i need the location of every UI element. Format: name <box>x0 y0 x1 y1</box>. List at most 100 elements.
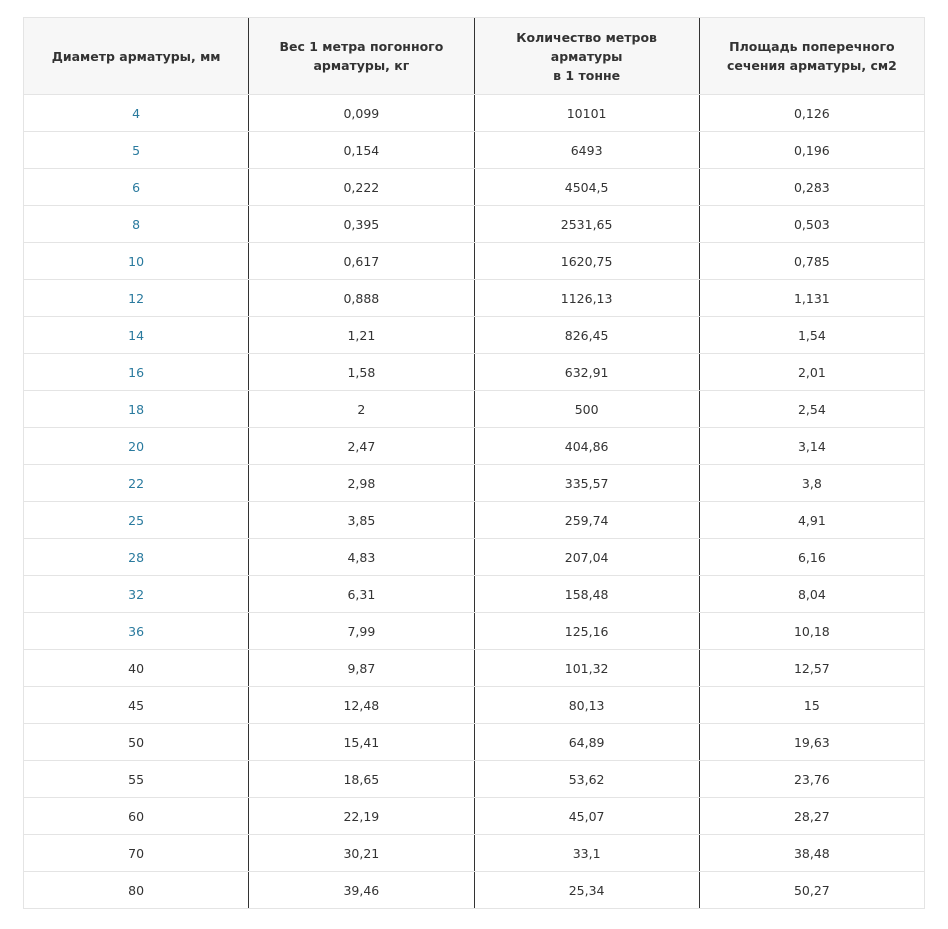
cell-a: 23,76 <box>698 760 926 798</box>
header-text: арматуры, кг <box>313 58 410 73</box>
cell-w: 0,888 <box>248 279 474 317</box>
diameter-link[interactable]: 6 <box>132 179 141 195</box>
cell-w: 1,58 <box>248 353 474 391</box>
column-header: Диаметр арматуры, мм <box>22 17 249 95</box>
diameter-link[interactable]: 16 <box>128 364 145 380</box>
cell-a: 19,63 <box>698 723 926 761</box>
cell-m: 1126,13 <box>473 279 700 317</box>
cell-d: 50 <box>22 723 249 761</box>
cell-w: 0,222 <box>248 168 474 206</box>
cell-d: 32 <box>22 575 249 613</box>
cell-d: 28 <box>22 538 249 576</box>
cell-m: 632,91 <box>473 353 700 391</box>
cell-d: 55 <box>22 760 249 798</box>
cell-d: 10 <box>22 242 249 280</box>
cell-m: 207,04 <box>473 538 700 576</box>
table-row: 40 9,87 101,32 12,57 <box>22 649 926 687</box>
diameter-link[interactable]: 4 <box>132 105 141 121</box>
cell-d: 14 <box>22 316 249 354</box>
cell-w: 2,47 <box>248 427 474 465</box>
diameter-link[interactable]: 14 <box>128 327 145 343</box>
cell-d: 8 <box>22 205 249 243</box>
header-text: арматуры <box>550 48 623 64</box>
cell-m: 158,48 <box>473 575 700 613</box>
cell-d: 22 <box>22 464 249 502</box>
table-row: 16 1,58 632,91 2,01 <box>22 353 926 391</box>
cell-w: 4,83 <box>248 538 474 576</box>
cell-m: 826,45 <box>473 316 700 354</box>
diameter-link[interactable]: 25 <box>128 512 145 528</box>
table-row: 20 2,47 404,86 3,14 <box>22 427 926 465</box>
table-row: 70 30,21 33,1 38,48 <box>22 834 926 872</box>
cell-a: 1,131 <box>698 279 926 317</box>
table-row: 14 1,21 826,45 1,54 <box>22 316 926 354</box>
cell-m: 101,32 <box>473 649 700 687</box>
cell-a: 2,01 <box>698 353 926 391</box>
cell-w: 18,65 <box>248 760 474 798</box>
header-text: Вес 1 метра погонного <box>279 39 444 54</box>
cell-m: 53,62 <box>473 760 700 798</box>
cell-d: 12 <box>22 279 249 317</box>
diameter-link[interactable]: 32 <box>128 586 145 602</box>
cell-w: 12,48 <box>248 686 474 724</box>
cell-a: 3,14 <box>698 427 926 465</box>
cell-w: 0,154 <box>248 131 474 169</box>
cell-d: 20 <box>22 427 249 465</box>
cell-m: 45,07 <box>473 797 700 835</box>
cell-w: 0,099 <box>248 94 474 132</box>
table-row: 4 0,099 10101 0,126 <box>22 94 926 132</box>
cell-w: 7,99 <box>248 612 474 650</box>
cell-d: 25 <box>22 501 249 539</box>
cell-d: 36 <box>22 612 249 650</box>
cell-m: 25,34 <box>473 871 700 909</box>
cell-d: 18 <box>22 390 249 428</box>
cell-w: 9,87 <box>248 649 474 687</box>
diameter-link[interactable]: 5 <box>132 142 141 158</box>
diameter-link[interactable]: 28 <box>128 549 145 565</box>
header-text: в 1 тонне <box>553 67 621 83</box>
table-row: 50 15,41 64,89 19,63 <box>22 723 926 761</box>
cell-a: 0,126 <box>698 94 926 132</box>
cell-d: 60 <box>22 797 249 835</box>
diameter-link[interactable]: 20 <box>128 438 145 454</box>
cell-m: 33,1 <box>473 834 700 872</box>
cell-m: 64,89 <box>473 723 700 761</box>
table-row: 10 0,617 1620,75 0,785 <box>22 242 926 280</box>
cell-a: 1,54 <box>698 316 926 354</box>
cell-m: 1620,75 <box>473 242 700 280</box>
cell-w: 3,85 <box>248 501 474 539</box>
cell-d: 70 <box>22 834 249 872</box>
cell-a: 15 <box>698 686 926 724</box>
cell-w: 2,98 <box>248 464 474 502</box>
cell-m: 404,86 <box>473 427 700 465</box>
cell-m: 4504,5 <box>473 168 700 206</box>
diameter-link[interactable]: 8 <box>132 216 141 232</box>
cell-a: 38,48 <box>698 834 926 872</box>
cell-w: 1,21 <box>248 316 474 354</box>
cell-a: 10,18 <box>698 612 926 650</box>
table-row: 5 0,154 6493 0,196 <box>22 131 926 169</box>
table-row: 28 4,83 207,04 6,16 <box>22 538 926 576</box>
diameter-link[interactable]: 36 <box>128 623 145 639</box>
cell-m: 500 <box>473 390 700 428</box>
cell-d: 45 <box>22 686 249 724</box>
diameter-link[interactable]: 22 <box>128 475 145 491</box>
cell-a: 8,04 <box>698 575 926 613</box>
cell-m: 6493 <box>473 131 700 169</box>
table-row: 6 0,222 4504,5 0,283 <box>22 168 926 206</box>
cell-m: 259,74 <box>473 501 700 539</box>
diameter-link[interactable]: 12 <box>128 290 145 306</box>
table-row: 45 12,48 80,13 15 <box>22 686 926 724</box>
cell-a: 12,57 <box>698 649 926 687</box>
cell-w: 0,395 <box>248 205 474 243</box>
cell-a: 6,16 <box>698 538 926 576</box>
table-row: 32 6,31 158,48 8,04 <box>22 575 926 613</box>
cell-w: 39,46 <box>248 871 474 909</box>
cell-a: 2,54 <box>698 390 926 428</box>
table-row: 25 3,85 259,74 4,91 <box>22 501 926 539</box>
cell-w: 22,19 <box>248 797 474 835</box>
column-header: Вес 1 метра погонного арматуры, кг <box>248 17 474 95</box>
diameter-link[interactable]: 18 <box>128 401 145 417</box>
header-text: Площадь поперечного <box>729 39 895 54</box>
diameter-link[interactable]: 10 <box>128 253 145 269</box>
